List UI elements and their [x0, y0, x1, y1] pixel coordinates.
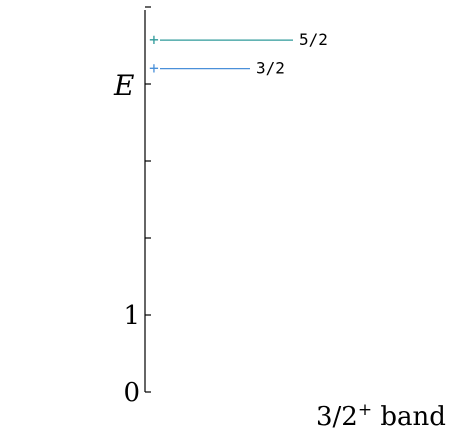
level-spin-label: 3/2 [256, 59, 285, 78]
level-spin-label: 5/2 [299, 30, 328, 49]
y-axis-tick-labels: 01 [123, 301, 140, 408]
energy-levels: +5/2+ 3/2 [149, 30, 328, 77]
band-label-superscript: + [358, 400, 372, 420]
y-tick-label-1: 1 [123, 301, 140, 331]
band-label-suffix: band [372, 402, 446, 432]
level-5-2: +5/2 [149, 30, 328, 49]
band-label-main: 3/2 [316, 402, 358, 432]
band-label: 3/2+ band [316, 400, 446, 432]
y-axis-ticks [145, 6, 151, 393]
level-3-2: +3/2 [149, 59, 285, 78]
level-marker: + [149, 59, 159, 78]
y-axis-title: E [113, 69, 134, 102]
level-marker: + [149, 30, 159, 49]
y-tick-label-0: 0 [123, 378, 140, 408]
